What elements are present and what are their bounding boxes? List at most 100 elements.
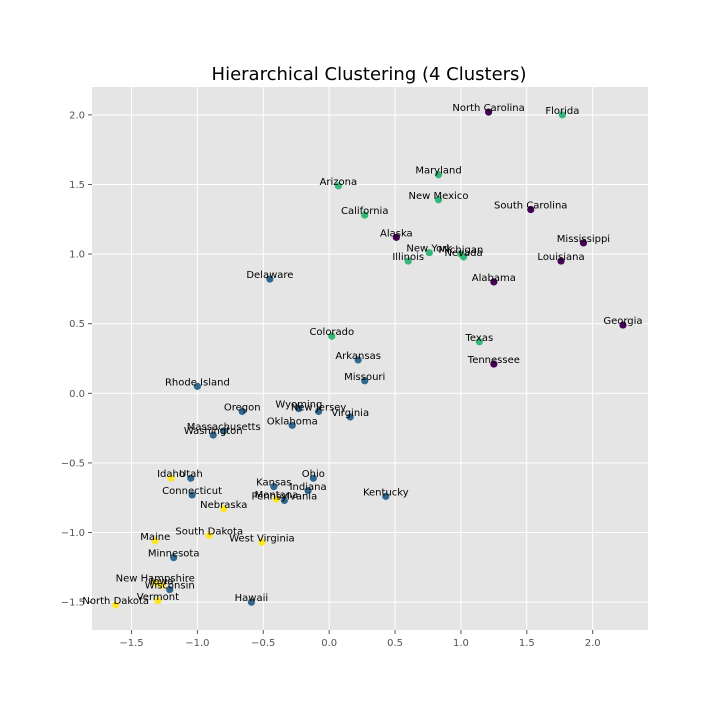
label-georgia: Georgia [603,316,642,327]
point-iowa [158,581,166,590]
label-nevada: Nevada [444,248,482,259]
point-washington [209,431,217,439]
label-mississippi: Mississippi [557,234,610,245]
point-montana [272,495,281,503]
point-nevada [459,253,468,261]
label-iowa: Iowa [150,576,173,587]
point-wyoming [295,405,303,413]
point-new-mexico [434,196,443,204]
data-points [112,108,627,609]
point-alabama [490,278,498,286]
point-west-virginia [258,538,266,546]
point-tennessee [490,360,498,368]
point-virginia [346,413,354,421]
point-nebraska [220,505,228,513]
y-tick-label: −0.5 [61,458,85,469]
point-idaho [167,474,175,482]
point-louisiana [557,257,565,265]
point-colorado [328,332,336,340]
point-florida [558,111,566,119]
point-california [361,211,369,219]
point-oklahoma [288,421,296,429]
label-delaware: Delaware [246,270,293,281]
label-north-dakota: North Dakota [82,596,149,607]
y-tick-label: −1.0 [61,528,85,539]
label-alabama: Alabama [472,273,516,284]
label-new-hampshire: New Hampshire [116,574,195,585]
label-texas: Texas [465,333,494,344]
x-tick-label: 0.5 [387,638,403,649]
label-maine: Maine [140,532,170,543]
point-utah [187,474,195,482]
plot-area [92,87,648,630]
x-tick-label: 1.5 [519,638,535,649]
x-tick-label: 1.0 [453,638,469,649]
grid-lines [92,87,648,630]
label-colorado: Colorado [309,327,354,338]
label-oregon: Oregon [224,402,261,413]
label-hawaii: Hawaii [235,593,269,604]
label-illinois: Illinois [392,252,424,263]
label-california: California [341,206,389,217]
label-virginia: Virginia [331,408,369,419]
label-rhode-island: Rhode Island [165,377,230,388]
point-illinois [404,257,412,265]
point-mississippi [579,239,588,247]
label-south-carolina: South Carolina [494,201,567,212]
point-arizona [334,182,342,190]
point-labels: North Carolina Mississippi South Carolina A… [82,103,642,607]
label-ohio: Ohio [302,469,325,480]
y-tick-label: −1.5 [61,598,85,609]
point-massachusetts [220,427,228,435]
point-south-carolina [527,205,535,214]
label-west-virginia: West Virginia [229,533,294,544]
x-tick-label: −0.5 [251,638,275,649]
point-texas [475,338,483,346]
label-arizona: Arizona [320,177,358,188]
label-connecticut: Connecticut [162,486,222,497]
point-rhode-island [193,382,202,390]
point-vermont [154,597,162,605]
label-utah: Utah [179,469,203,480]
x-tick-label: −1.5 [119,638,143,649]
label-missouri: Missouri [344,372,385,383]
axis-ticks: −1.5 −1.0 −0.5 0.0 0.5 1.0 1.5 2.0 −1.5 −1.0 −0.5 0… [61,110,601,649]
label-kentucky: Kentucky [363,487,409,498]
point-wisconsin [166,586,174,594]
point-connecticut [188,491,196,499]
y-tick-label: 1.0 [69,250,85,261]
label-michigan: Michigan [438,245,483,256]
y-tick-label: 1.5 [69,180,85,191]
label-montana: Montana [255,490,299,501]
point-maine [151,537,159,545]
label-new-mexico: New Mexico [409,191,469,202]
label-pennsylvania: Pennsylvania [252,492,318,503]
label-new-jersey: New Jersey [291,402,347,413]
point-georgia [619,321,627,329]
point-maryland [434,171,443,179]
point-north-dakota [112,601,120,609]
label-alaska: Alaska [380,228,413,239]
point-new-hampshire [151,579,159,587]
label-wisconsin: Wisconsin [145,581,195,592]
label-idaho: Idaho [157,469,185,480]
x-tick-label: 0.0 [321,638,337,649]
label-maryland: Maryland [415,166,461,177]
label-arkansas: Arkansas [335,351,381,362]
point-hawaii [247,598,256,606]
label-north-carolina: North Carolina [452,103,524,114]
y-tick-label: 2.0 [69,110,85,121]
point-kentucky [382,492,390,500]
label-new-york: New York [406,244,452,255]
x-tick-label: −1.0 [185,638,209,649]
point-ohio [309,474,317,482]
label-kansas: Kansas [256,478,291,489]
label-florida: Florida [545,106,579,117]
point-delaware [266,275,274,283]
point-minnesota [170,554,178,562]
point-south-dakota [205,531,213,539]
point-kansas [270,482,278,491]
point-indiana [304,487,312,495]
label-indiana: Indiana [290,482,327,493]
